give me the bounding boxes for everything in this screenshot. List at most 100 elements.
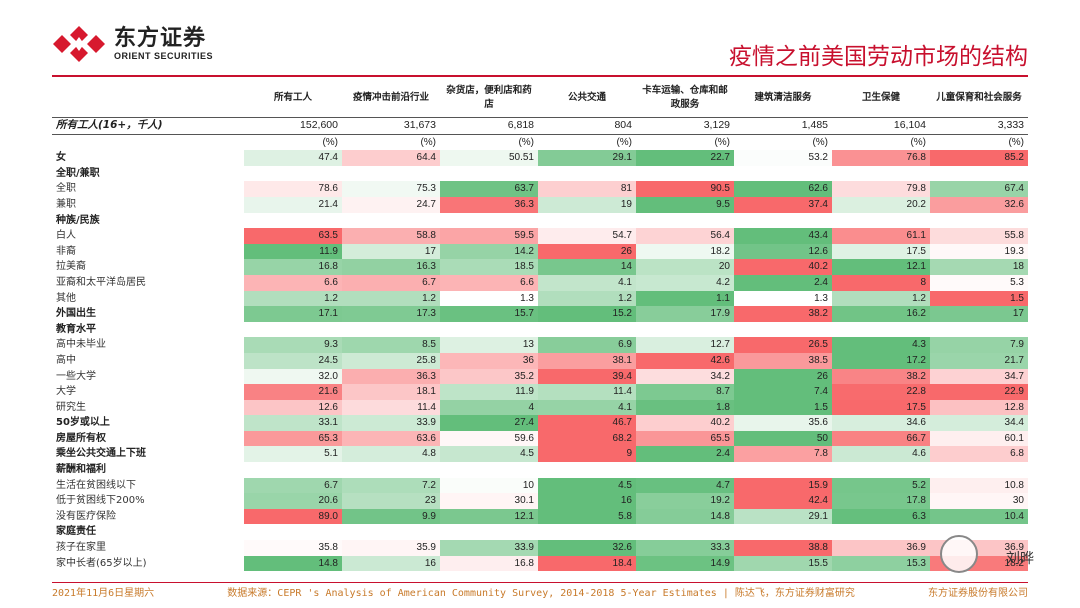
table-row: 全职/兼职 (52, 166, 1028, 182)
table-cell (832, 462, 930, 478)
row-label: 全职/兼职 (56, 167, 100, 179)
row-label: 所有工人(16+，千人) (52, 117, 244, 135)
table-cell (832, 166, 930, 182)
table-row: 家中长者(65岁以上) 14.8 16 16.8 18.4 14.9 15.5 15.3 18.… (52, 555, 1028, 572)
table-row: 全职 78.6 75.3 63.7 81 90.5 62.6 79.8 67.4 (52, 181, 1028, 197)
row-label: 研究生 (56, 401, 86, 413)
table-cell: 15.9 (734, 477, 832, 494)
table-cell (244, 166, 342, 182)
brand-name-cn: 东方证券 (114, 26, 207, 51)
table-cell: 11.9 (244, 243, 342, 260)
table-cell (440, 524, 538, 540)
table-cell: 32.0 (244, 368, 342, 385)
table-cell: 6.7 (244, 477, 342, 494)
table-cell: 16 (538, 493, 636, 509)
table-cell: 26 (538, 243, 636, 260)
table-cell: 17.8 (832, 493, 930, 509)
table-row: 亚裔和太平洋岛居民 6.6 6.7 6.6 4.1 4.2 2.4 8 5.3 (52, 274, 1028, 291)
table-cell: 8.5 (342, 337, 440, 353)
table-row: 大学 21.6 18.1 11.9 11.4 8.7 7.4 22.8 22.9 (52, 384, 1028, 400)
table-cell: 4.2 (636, 274, 734, 291)
table-cell: 14.8 (636, 508, 734, 525)
row-label: 家庭责任 (56, 526, 96, 538)
table-cell: 55.8 (930, 228, 1028, 244)
table-cell: 56.4 (636, 228, 734, 244)
table-cell: 19.2 (636, 493, 734, 509)
table-cell: 16.8 (440, 555, 538, 572)
table-cell: 16,104 (832, 117, 930, 135)
column-header: 疫情冲击前沿行业 (342, 79, 440, 118)
table-cell: 20 (636, 259, 734, 275)
table-cell: 17.9 (636, 306, 734, 322)
table-cell (342, 322, 440, 338)
table-cell (244, 524, 342, 540)
table-cell: 17.1 (244, 306, 342, 322)
table-cell (930, 462, 1028, 478)
table-cell: 61.1 (832, 228, 930, 244)
table-cell: 60.1 (930, 430, 1028, 447)
table-cell (734, 524, 832, 540)
footer-source: 数据来源：CEPR 's Analysis of American Commun… (227, 588, 855, 599)
table-cell: 15.2 (538, 306, 636, 322)
table-cell: (%) (812, 136, 828, 148)
table-header-row: 所有工人 疫情冲击前沿行业 杂货店，便利店和药店 公共交通 卡车运输、仓库和邮政… (52, 79, 1028, 118)
table-cell: 68.2 (538, 430, 636, 447)
table-cell: 35.6 (734, 415, 832, 431)
table-cell: 1.2 (244, 290, 342, 307)
table-cell: 7.8 (734, 446, 832, 463)
table-cell: 24.7 (342, 196, 440, 213)
brand-name-en: ORIENT SECURITIES (114, 51, 214, 61)
table-cell: 14.9 (636, 555, 734, 572)
table-cell: 6.9 (538, 337, 636, 353)
table-cell: 12.1 (832, 259, 930, 275)
table-row: 一些大学 32.0 36.3 35.2 39.4 34.2 26 38.2 34.7 (52, 368, 1028, 385)
table-cell: 59.6 (440, 430, 538, 447)
row-label: 房屋所有权 (56, 432, 106, 444)
table-cell: 23 (342, 493, 440, 509)
table-cell (538, 462, 636, 478)
table-cell: 89.0 (244, 508, 342, 525)
table-row: 生活在贫困线以下 6.7 7.2 10 4.5 4.7 15.9 5.2 10.8 (52, 477, 1028, 494)
table-cell: 1.2 (342, 290, 440, 307)
table-cell (832, 524, 930, 540)
table-cell: 19 (538, 196, 636, 213)
table-cell (440, 213, 538, 229)
table-cell: 76.8 (832, 150, 930, 166)
table-cell: 17.5 (832, 243, 930, 260)
table-cell: 18 (930, 259, 1028, 275)
table-cell: 43.4 (734, 228, 832, 244)
row-label: 种族/民族 (56, 214, 100, 226)
table-row: 白人 63.5 58.8 59.5 54.7 56.4 43.4 61.1 55.8 (52, 228, 1028, 244)
table-row: (%) (%) (%) (%) (%) (%) (%) (%) (52, 134, 1028, 150)
column-header: 公共交通 (538, 79, 636, 118)
table-cell: 18.1 (342, 384, 440, 400)
table-cell: 9.5 (636, 196, 734, 213)
table-cell: 6.6 (440, 274, 538, 291)
table-cell: 90.5 (636, 181, 734, 197)
table-cell: 34.2 (636, 368, 734, 385)
table-cell: 16 (342, 555, 440, 572)
table-cell: 4 (440, 399, 538, 416)
row-label: 其他 (56, 292, 76, 304)
table-cell: 50.51 (440, 150, 538, 166)
table-cell (244, 213, 342, 229)
table-cell: 6.6 (244, 274, 342, 291)
table-cell (440, 166, 538, 182)
table-cell: 11.4 (342, 399, 440, 416)
table-row: 房屋所有权 65.3 63.6 59.6 68.2 65.5 50 66.7 60.1 (52, 430, 1028, 447)
table-cell: 38.2 (734, 306, 832, 322)
header-blank (52, 79, 244, 118)
row-label: 生活在贫困线以下 (56, 479, 136, 491)
footer-divider (52, 582, 1028, 583)
table-cell: 36 (440, 352, 538, 369)
table-cell: 1.2 (538, 290, 636, 307)
table-cell (342, 524, 440, 540)
table-cell: 75.3 (342, 181, 440, 197)
table-cell: 36.3 (440, 196, 538, 213)
table-cell: 9 (538, 446, 636, 463)
table-cell: 32.6 (930, 196, 1028, 213)
table-row: 女 47.4 64.4 50.51 29.1 22.7 53.2 76.8 85.2 (52, 150, 1028, 166)
table-cell: 7.2 (342, 477, 440, 494)
table-row: 其他 1.2 1.2 1.3 1.2 1.1 1.3 1.2 1.5 (52, 290, 1028, 307)
table-row: 所有工人(16+，千人) 152,600 31,673 6,818 804 3,129 1,… (52, 117, 1028, 135)
